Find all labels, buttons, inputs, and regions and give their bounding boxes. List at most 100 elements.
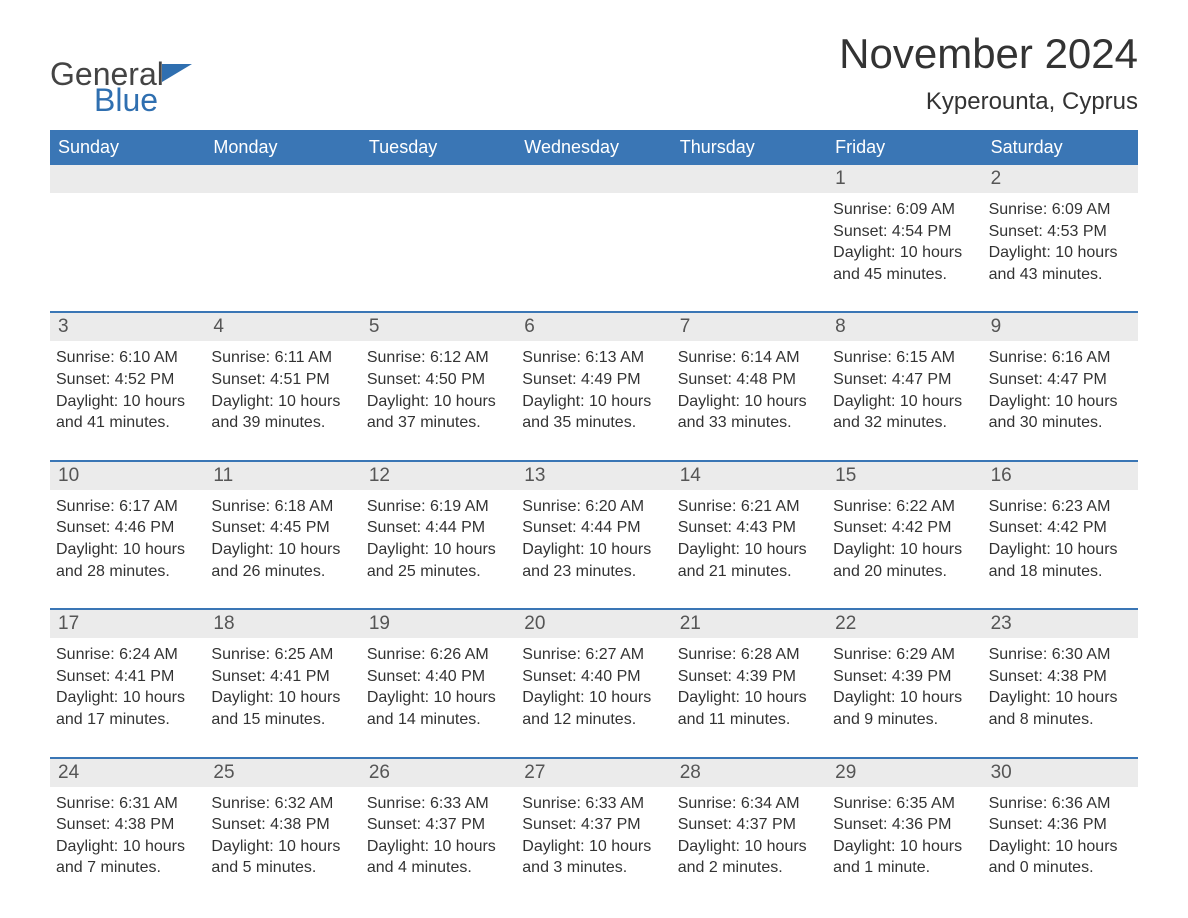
calendar-day: 15Sunrise: 6:22 AMSunset: 4:42 PMDayligh… [827,462,982,590]
calendar-day: 29Sunrise: 6:35 AMSunset: 4:36 PMDayligh… [827,759,982,887]
calendar-empty [50,165,205,293]
sunrise-line: Sunrise: 6:32 AM [211,793,354,815]
weekday-label: Friday [827,130,982,165]
sunset-line: Sunset: 4:42 PM [833,517,976,539]
daylight-line: Daylight: 10 hours and 15 minutes. [211,687,354,730]
day-number [361,165,516,193]
day-number: 10 [50,462,205,490]
daylight-line: Daylight: 10 hours and 8 minutes. [989,687,1132,730]
header: General Blue November 2024 Kyperounta, C… [50,30,1138,116]
day-number: 19 [361,610,516,638]
calendar: SundayMondayTuesdayWednesdayThursdayFrid… [50,130,1138,887]
sunset-line: Sunset: 4:45 PM [211,517,354,539]
day-number: 17 [50,610,205,638]
sunset-line: Sunset: 4:44 PM [367,517,510,539]
daylight-line: Daylight: 10 hours and 30 minutes. [989,391,1132,434]
sunset-line: Sunset: 4:47 PM [989,369,1132,391]
day-number: 24 [50,759,205,787]
daylight-line: Daylight: 10 hours and 7 minutes. [56,836,199,879]
sunrise-line: Sunrise: 6:26 AM [367,644,510,666]
calendar-day: 21Sunrise: 6:28 AMSunset: 4:39 PMDayligh… [672,610,827,738]
logo-text-blue: Blue [94,84,164,116]
weekday-label: Wednesday [516,130,671,165]
sunrise-line: Sunrise: 6:23 AM [989,496,1132,518]
daylight-line: Daylight: 10 hours and 2 minutes. [678,836,821,879]
daylight-line: Daylight: 10 hours and 32 minutes. [833,391,976,434]
page-subtitle: Kyperounta, Cyprus [839,88,1138,116]
day-number: 1 [827,165,982,193]
calendar-empty [361,165,516,293]
calendar-day: 28 Sunrise: 6:34 AMSunset: 4:37 PMDayligh… [672,759,827,887]
day-number: 2 [983,165,1138,193]
daylight-line: Daylight: 10 hours and 0 minutes. [989,836,1132,879]
sunrise-line: Sunrise: 6:21 AM [678,496,821,518]
day-number: 4 [205,313,360,341]
sunset-line: Sunset: 4:46 PM [56,517,199,539]
sunset-line: Sunset: 4:53 PM [989,221,1132,243]
calendar-empty [205,165,360,293]
sunset-line: Sunset: 4:51 PM [211,369,354,391]
sunset-line: Sunset: 4:43 PM [678,517,821,539]
day-number: 29 [827,759,982,787]
sunrise-line: Sunrise: 6:34 AM [678,793,821,815]
daylight-line: Daylight: 10 hours and 9 minutes. [833,687,976,730]
day-number: 16 [983,462,1138,490]
calendar-empty [672,165,827,293]
day-number: 6 [516,313,671,341]
daylight-line: Daylight: 10 hours and 39 minutes. [211,391,354,434]
calendar-day: 3Sunrise: 6:10 AMSunset: 4:52 PMDaylight… [50,313,205,441]
day-number: 28 [672,759,827,787]
sunrise-line: Sunrise: 6:10 AM [56,347,199,369]
sunset-line: Sunset: 4:37 PM [678,814,821,836]
weekday-label: Thursday [672,130,827,165]
logo-triangle-icon [162,64,192,82]
sunrise-line: Sunrise: 6:30 AM [989,644,1132,666]
calendar-week: 10Sunrise: 6:17 AMSunset: 4:46 PMDayligh… [50,460,1138,590]
calendar-day: 22Sunrise: 6:29 AMSunset: 4:39 PMDayligh… [827,610,982,738]
day-number [50,165,205,193]
calendar-day: 7Sunrise: 6:14 AMSunset: 4:48 PMDaylight… [672,313,827,441]
daylight-line: Daylight: 10 hours and 21 minutes. [678,539,821,582]
day-number: 27 [516,759,671,787]
day-number: 11 [205,462,360,490]
daylight-line: Daylight: 10 hours and 33 minutes. [678,391,821,434]
sunrise-line: Sunrise: 6:36 AM [989,793,1132,815]
calendar-day: 18Sunrise: 6:25 AMSunset: 4:41 PMDayligh… [205,610,360,738]
calendar-day: 2Sunrise: 6:09 AMSunset: 4:53 PMDaylight… [983,165,1138,293]
sunset-line: Sunset: 4:48 PM [678,369,821,391]
sunrise-line: Sunrise: 6:13 AM [522,347,665,369]
day-number: 21 [672,610,827,638]
sunset-line: Sunset: 4:38 PM [989,666,1132,688]
sunset-line: Sunset: 4:44 PM [522,517,665,539]
sunset-line: Sunset: 4:41 PM [56,666,199,688]
daylight-line: Daylight: 10 hours and 17 minutes. [56,687,199,730]
day-number: 9 [983,313,1138,341]
sunset-line: Sunset: 4:38 PM [56,814,199,836]
day-number: 5 [361,313,516,341]
calendar-day: 13Sunrise: 6:20 AMSunset: 4:44 PMDayligh… [516,462,671,590]
sunset-line: Sunset: 4:50 PM [367,369,510,391]
daylight-line: Daylight: 10 hours and 35 minutes. [522,391,665,434]
sunrise-line: Sunrise: 6:20 AM [522,496,665,518]
sunrise-line: Sunrise: 6:19 AM [367,496,510,518]
sunset-line: Sunset: 4:41 PM [211,666,354,688]
day-number [205,165,360,193]
sunrise-line: Sunrise: 6:12 AM [367,347,510,369]
sunset-line: Sunset: 4:49 PM [522,369,665,391]
sunset-line: Sunset: 4:37 PM [367,814,510,836]
day-number: 30 [983,759,1138,787]
title-block: November 2024 Kyperounta, Cyprus [839,30,1138,116]
sunset-line: Sunset: 4:39 PM [678,666,821,688]
day-number: 7 [672,313,827,341]
daylight-line: Daylight: 10 hours and 37 minutes. [367,391,510,434]
calendar-day: 19Sunrise: 6:26 AMSunset: 4:40 PMDayligh… [361,610,516,738]
sunrise-line: Sunrise: 6:09 AM [833,199,976,221]
sunset-line: Sunset: 4:36 PM [989,814,1132,836]
day-number: 25 [205,759,360,787]
calendar-week: 24Sunrise: 6:31 AMSunset: 4:38 PMDayligh… [50,757,1138,887]
sunset-line: Sunset: 4:40 PM [367,666,510,688]
calendar-day: 17Sunrise: 6:24 AMSunset: 4:41 PMDayligh… [50,610,205,738]
day-number: 20 [516,610,671,638]
calendar-day: 5 Sunrise: 6:12 AMSunset: 4:50 PMDaylight… [361,313,516,441]
calendar-day: 12Sunrise: 6:19 AMSunset: 4:44 PMDayligh… [361,462,516,590]
